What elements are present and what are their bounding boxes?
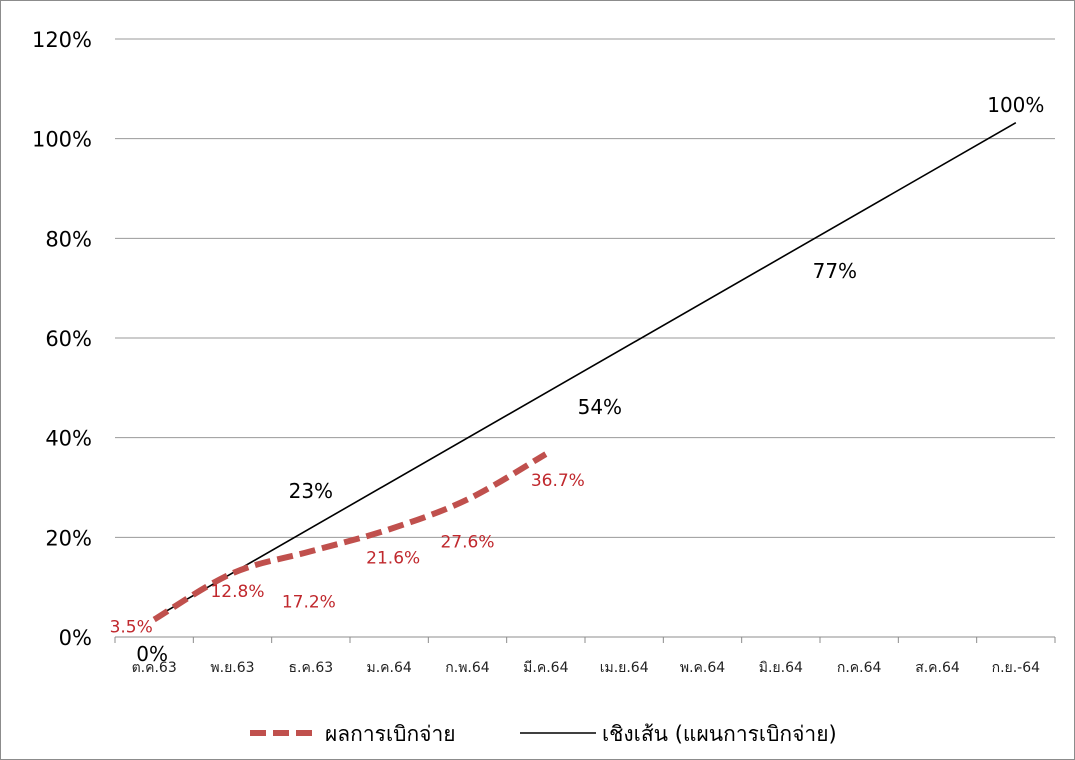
x-tick-label: พ.ย.63: [210, 660, 254, 676]
actual-data-label: 3.5%: [110, 618, 153, 638]
legend-label-actual: ผลการเบิกจ่าย: [325, 722, 456, 746]
x-tick-label: พ.ค.64: [680, 660, 725, 676]
y-tick-label: 120%: [32, 28, 92, 52]
actual-data-label: 36.7%: [531, 471, 585, 491]
actual-data-label: 21.6%: [366, 548, 420, 568]
x-axis-ticks: ต.ค.63 พ.ย.63 ธ.ค.63 ม.ค.64 ก.พ.64 มี.ค.64 เม.…: [114, 637, 1056, 676]
plan-trend-line: [153, 122, 1017, 619]
x-tick-label: ม.ค.64: [367, 660, 412, 676]
plan-data-label: 77%: [813, 259, 857, 283]
x-tick-label: ส.ค.64: [915, 660, 960, 676]
y-tick-label: 100%: [32, 128, 92, 152]
x-tick-label: ก.ย.-64: [992, 660, 1041, 676]
plan-data-label: 54%: [578, 395, 622, 419]
plan-data-label: 0%: [136, 642, 168, 666]
x-tick-label: เม.ย.64: [600, 660, 649, 676]
y-axis-ticks: 0% 20% 40% 60% 80% 100% 120%: [32, 28, 92, 650]
plan-series: 0% 23% 54% 77% 100%: [136, 93, 1044, 666]
actual-series: 3.5% 12.8% 17.2% 21.6% 27.6% 36.7%: [110, 451, 585, 638]
actual-series-line: [152, 451, 548, 623]
x-tick-label: มิ.ย.64: [759, 660, 803, 676]
legend: ผลการเบิกจ่าย เชิงเส้น (แผนการเบิกจ่าย): [250, 722, 837, 746]
y-tick-label: 80%: [45, 227, 92, 251]
plan-data-label: 100%: [987, 93, 1044, 117]
actual-data-label: 12.8%: [210, 582, 264, 602]
gridlines: [115, 38, 1055, 638]
x-tick-label: ธ.ค.63: [289, 660, 334, 676]
y-tick-label: 0%: [59, 626, 92, 650]
legend-label-plan: เชิงเส้น (แผนการเบิกจ่าย): [602, 722, 837, 746]
actual-data-label: 17.2%: [282, 592, 336, 612]
y-tick-label: 40%: [45, 427, 92, 451]
y-tick-label: 20%: [45, 526, 92, 550]
x-tick-label: ต.ค.63: [132, 660, 177, 676]
plan-data-label: 23%: [289, 479, 333, 503]
x-tick-label: ก.ค.64: [837, 660, 882, 676]
x-tick-label: ก.พ.64: [445, 660, 490, 676]
x-tick-label: มี.ค.64: [523, 660, 568, 676]
y-tick-label: 60%: [45, 327, 92, 351]
actual-data-label: 27.6%: [440, 532, 494, 552]
